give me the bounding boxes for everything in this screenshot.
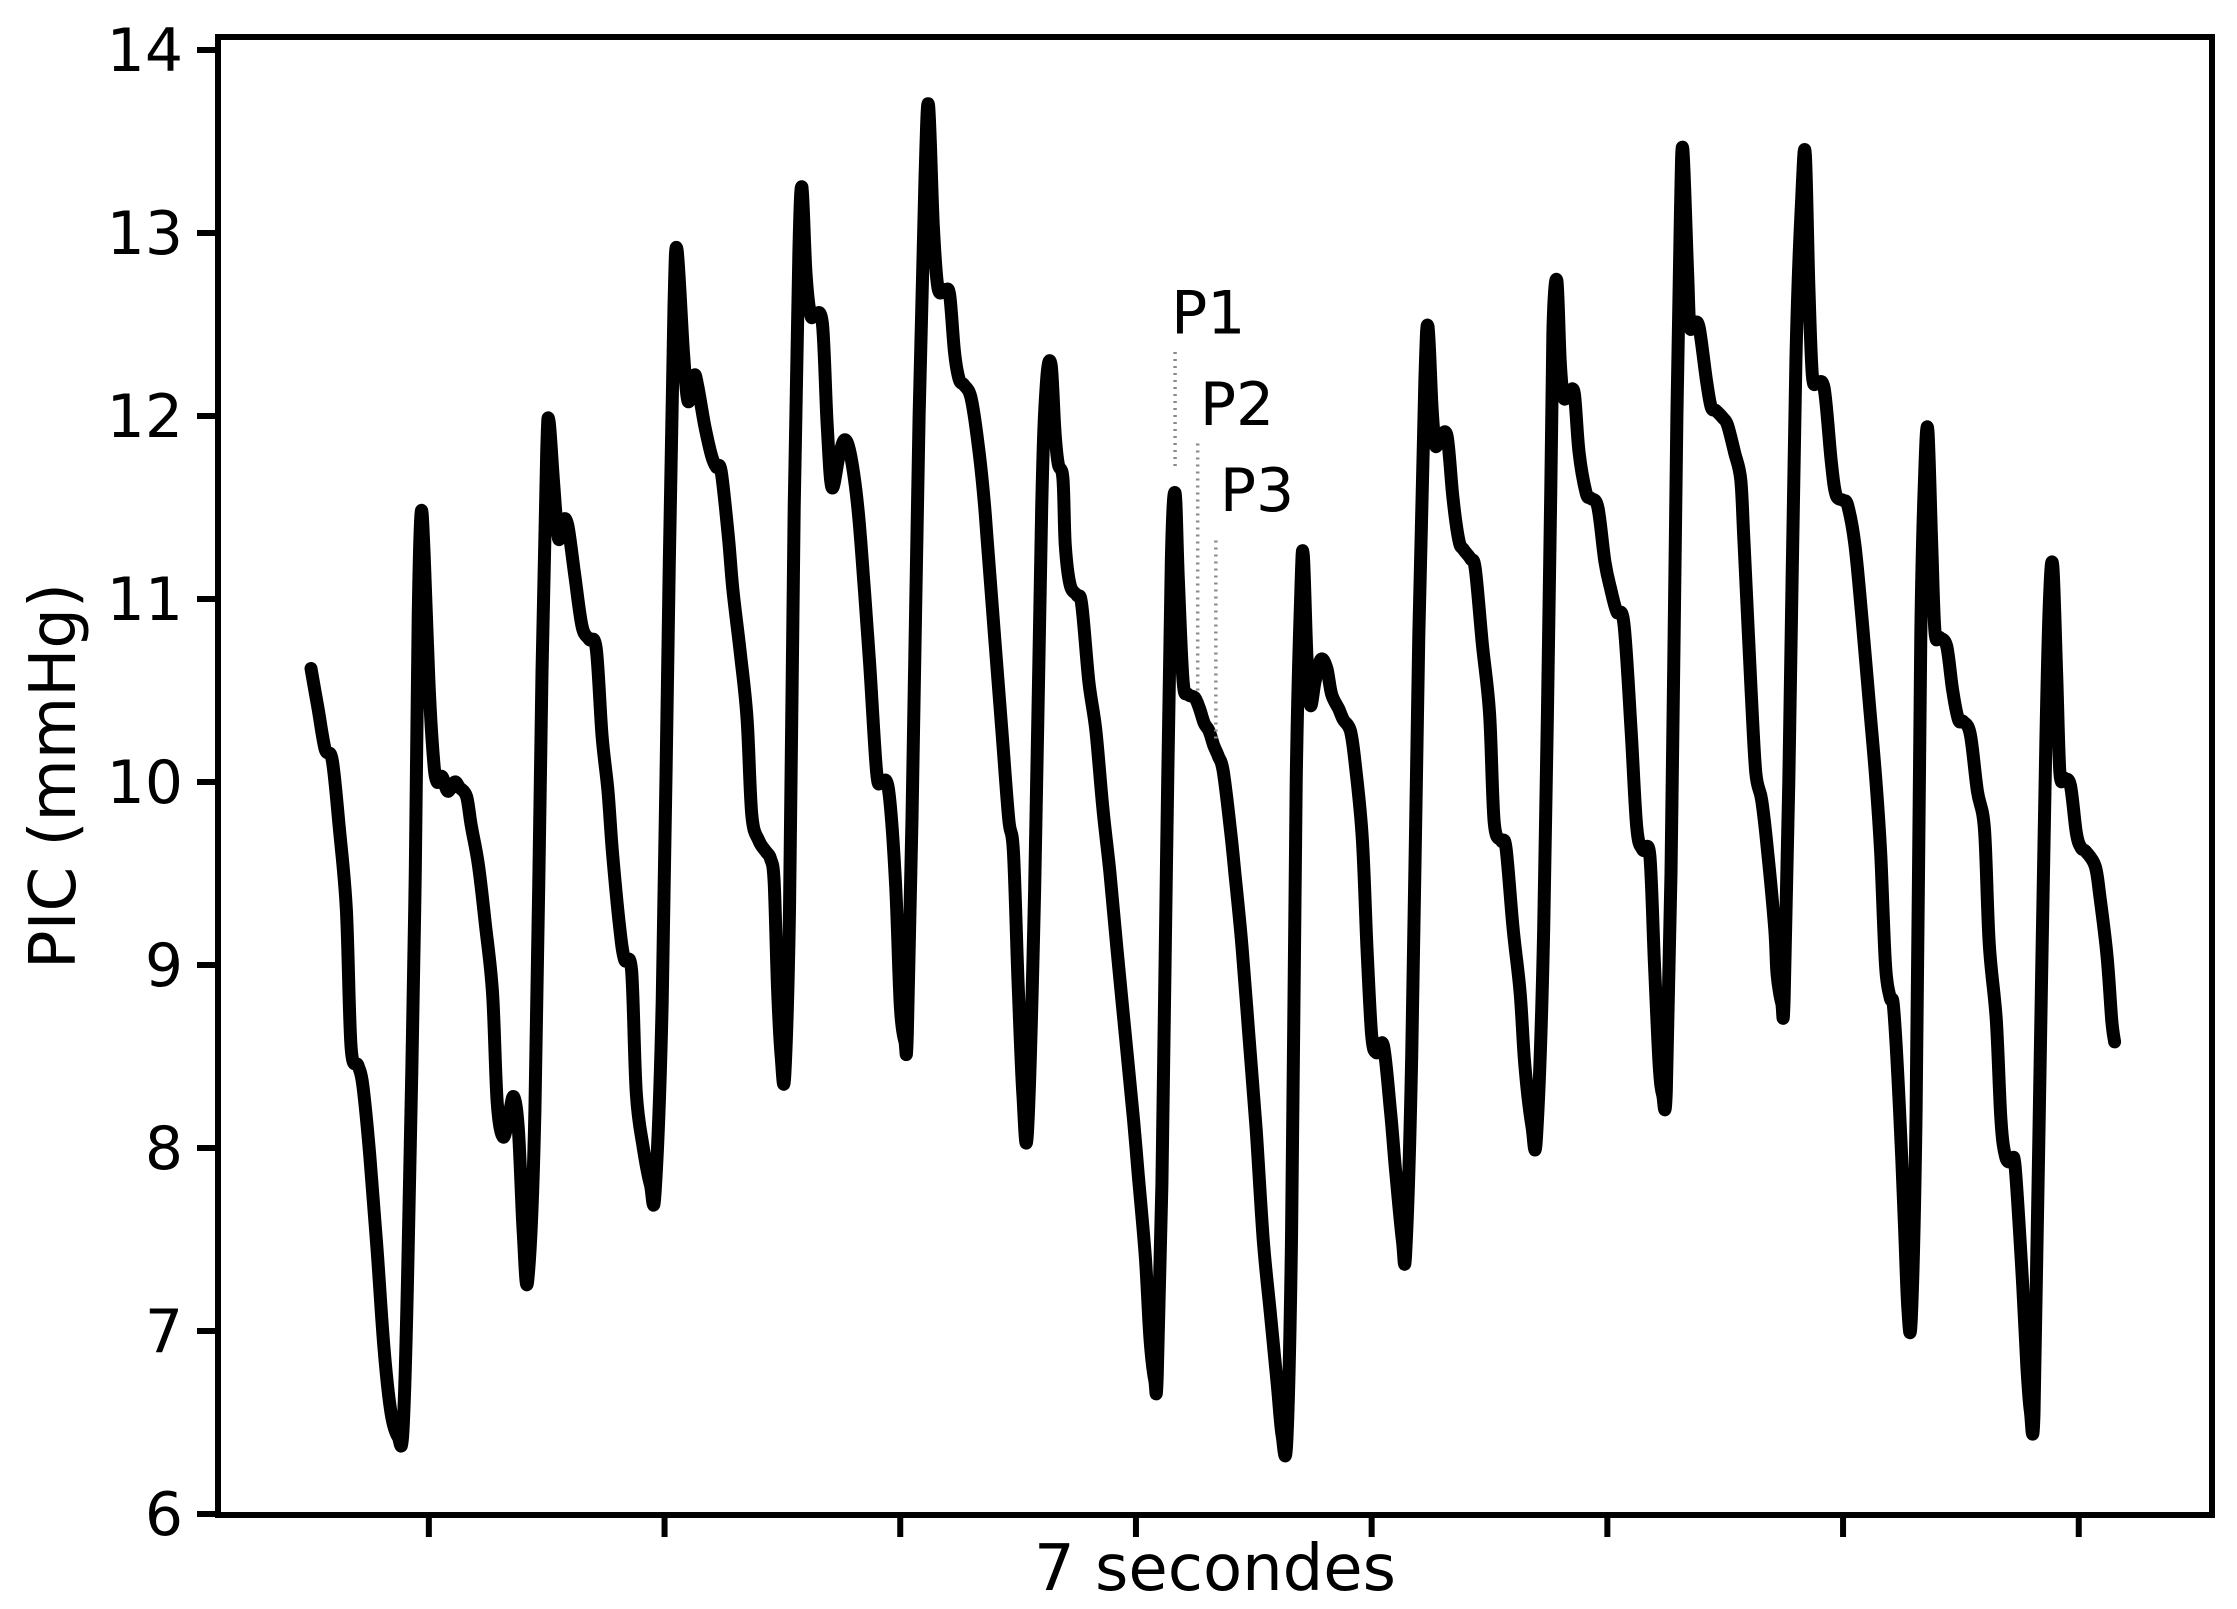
y-tick-label: 13 (107, 199, 183, 269)
x-axis-label: 7 secondes (1034, 1532, 1396, 1606)
plot-border (215, 34, 2215, 1518)
x-axis-ticks (425, 1515, 2082, 1537)
y-axis-ticks: 6 7 8 9 10 11 12 13 14 (107, 16, 218, 1550)
annotation-label-p3: P3 (1220, 456, 1294, 526)
annotations: P1 P2 P3 (1171, 279, 1294, 742)
y-tick-label: 7 (145, 1297, 183, 1367)
annotation-label-p2: P2 (1200, 370, 1274, 440)
y-tick-label: 9 (145, 931, 183, 1001)
y-tick-label: 6 (145, 1480, 183, 1550)
annotation-label-p1: P1 (1171, 279, 1245, 349)
y-tick-label: 8 (145, 1114, 183, 1184)
y-tick-label: 12 (107, 382, 183, 452)
y-axis-label: PIC (mmHg) (17, 583, 91, 969)
y-tick-label: 14 (107, 16, 183, 86)
y-tick-label: 11 (107, 565, 183, 635)
waveform-line (304, 97, 2122, 1463)
y-tick-label: 10 (107, 748, 183, 818)
